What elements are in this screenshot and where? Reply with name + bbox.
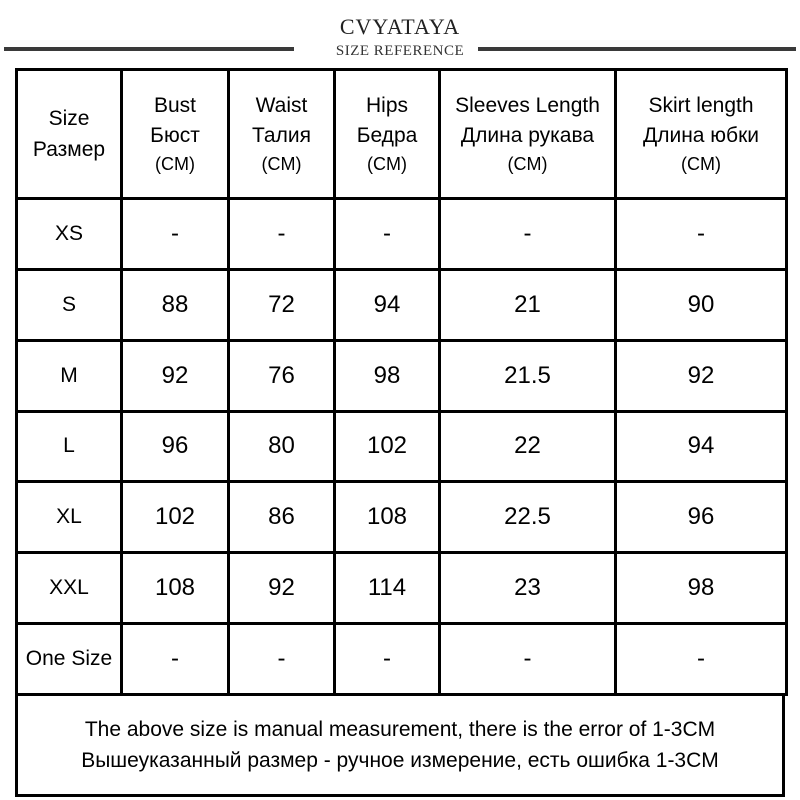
waist-cell: 80 <box>227 409 336 484</box>
column-header-unit: (CM) <box>681 154 721 174</box>
size-chart-table: Size Размер Bust Бюст (CM) Waist Талия (… <box>15 68 788 696</box>
column-header-ru: Длина рукава <box>460 124 595 147</box>
header: CVYATAYA SIZE REFERENCE <box>0 0 800 66</box>
column-header-ru: Бюст <box>150 124 200 147</box>
size-cell: M <box>15 338 123 413</box>
skirt-length-cell: 92 <box>614 338 788 413</box>
bust-cell: - <box>120 197 230 271</box>
waist-cell: 92 <box>227 551 336 626</box>
bust-cell: 108 <box>120 551 230 626</box>
bust-cell: - <box>120 622 230 696</box>
bust-cell: 88 <box>120 267 230 342</box>
column-header-ru: Бедра <box>356 124 418 147</box>
note-line-en: The above size is manual measurement, th… <box>84 718 716 741</box>
skirt-length-cell: 94 <box>614 409 788 484</box>
hips-cell: 98 <box>333 338 441 413</box>
size-cell: L <box>15 409 123 484</box>
bust-column-header: Bust Бюст (CM) <box>120 68 230 200</box>
column-header-ru: Длина юбки <box>642 124 759 147</box>
column-header-unit: (CM) <box>155 154 195 174</box>
hips-cell: 94 <box>333 267 441 342</box>
size-cell: One Size <box>15 622 123 696</box>
brand-title: CVYATAYA <box>339 14 461 39</box>
bust-cell: 102 <box>120 480 230 555</box>
hips-cell: 102 <box>333 409 441 484</box>
hips-cell: 108 <box>333 480 441 555</box>
size-cell: S <box>15 267 123 342</box>
sleeves-length-cell: 23 <box>438 551 617 626</box>
hips-column-header: Hips Бедра (CM) <box>333 68 441 200</box>
skirt-length-cell: 90 <box>614 267 788 342</box>
column-header-unit: (CM) <box>507 154 548 174</box>
column-header-en: Waist <box>255 94 308 117</box>
column-header-en: Hips <box>365 94 408 117</box>
waist-cell: 76 <box>227 338 336 413</box>
sleeves-length-column-header: Sleeves Length Длина рукава (CM) <box>438 68 617 200</box>
skirt-length-cell: 96 <box>614 480 788 555</box>
skirt-length-cell: 98 <box>614 551 788 626</box>
bust-cell: 96 <box>120 409 230 484</box>
waist-column-header: Waist Талия (CM) <box>227 68 336 200</box>
table-row: One Size - - - - - <box>15 622 788 696</box>
column-header-ru: Талия <box>252 124 311 147</box>
skirt-length-column-header: Skirt length Длина юбки (CM) <box>614 68 788 200</box>
hips-cell: - <box>333 622 441 696</box>
skirt-length-cell: - <box>614 622 788 696</box>
sleeves-length-cell: 22.5 <box>438 480 617 555</box>
waist-cell: 72 <box>227 267 336 342</box>
header-rule-left <box>4 47 294 51</box>
bust-cell: 92 <box>120 338 230 413</box>
sleeves-length-cell: 22 <box>438 409 617 484</box>
hips-cell: 114 <box>333 551 441 626</box>
note-line-ru: Вышеуказанный размер - ручное измерение,… <box>81 749 719 772</box>
table-header-row: Size Размер Bust Бюст (CM) Waist Талия (… <box>15 68 788 200</box>
sleeves-length-cell: - <box>438 197 617 271</box>
sleeves-length-cell: - <box>438 622 617 696</box>
size-header-en: Size <box>48 107 90 130</box>
column-header-en: Bust <box>153 94 197 117</box>
skirt-length-cell: - <box>614 197 788 271</box>
column-header-en: Skirt length <box>648 94 754 117</box>
waist-cell: 86 <box>227 480 336 555</box>
size-header-ru: Размер <box>32 138 106 161</box>
table-row: XL 102 86 108 22.5 96 <box>15 480 788 555</box>
column-header-unit: (CM) <box>367 154 407 174</box>
hips-cell: - <box>333 197 441 271</box>
header-subtitle: SIZE REFERENCE <box>335 43 465 59</box>
column-header-unit: (CM) <box>261 154 302 174</box>
sleeves-length-cell: 21 <box>438 267 617 342</box>
table-row: M 92 76 98 21.5 92 <box>15 338 788 413</box>
waist-cell: - <box>227 622 336 696</box>
measurement-note: The above size is manual measurement, th… <box>15 694 785 797</box>
size-cell: XL <box>15 480 123 555</box>
header-rule-right <box>478 47 796 51</box>
size-cell: XS <box>15 197 123 271</box>
size-cell: XXL <box>15 551 123 626</box>
table-row: L 96 80 102 22 94 <box>15 409 788 484</box>
table-row: XS - - - - - <box>15 197 788 271</box>
table-row: XXL 108 92 114 23 98 <box>15 551 788 626</box>
waist-cell: - <box>227 197 336 271</box>
sleeves-length-cell: 21.5 <box>438 338 617 413</box>
table-row: S 88 72 94 21 90 <box>15 267 788 342</box>
column-header-en: Sleeves Length <box>455 94 600 117</box>
size-column-header: Size Размер <box>15 68 123 200</box>
